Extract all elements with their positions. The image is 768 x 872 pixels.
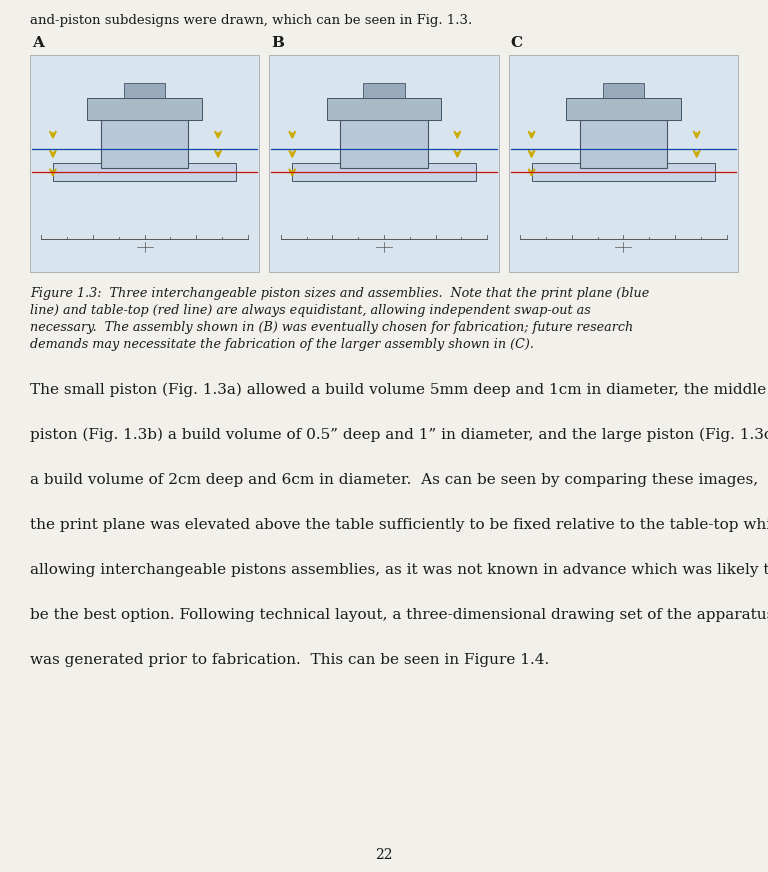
FancyBboxPatch shape	[508, 55, 738, 272]
Text: A: A	[32, 36, 44, 50]
FancyBboxPatch shape	[270, 55, 498, 272]
FancyBboxPatch shape	[293, 164, 475, 181]
Text: be the best option. Following technical layout, a three-dimensional drawing set : be the best option. Following technical …	[30, 608, 768, 622]
Text: B: B	[271, 36, 284, 50]
FancyBboxPatch shape	[566, 99, 680, 120]
Text: and-piston subdesigns were drawn, which can be seen in Fig. 1.3.: and-piston subdesigns were drawn, which …	[30, 14, 472, 27]
FancyBboxPatch shape	[580, 120, 667, 167]
Text: The small piston (Fig. 1.3a) allowed a build volume 5mm deep and 1cm in diameter: The small piston (Fig. 1.3a) allowed a b…	[30, 383, 766, 398]
Text: was generated prior to fabrication.  This can be seen in Figure 1.4.: was generated prior to fabrication. This…	[30, 653, 549, 667]
FancyBboxPatch shape	[53, 164, 237, 181]
Text: demands may necessitate the fabrication of the larger assembly shown in (C).: demands may necessitate the fabrication …	[30, 338, 534, 351]
FancyBboxPatch shape	[88, 99, 202, 120]
FancyBboxPatch shape	[30, 55, 260, 272]
FancyBboxPatch shape	[101, 120, 188, 167]
Text: line) and table-top (red line) are always equidistant, allowing independent swap: line) and table-top (red line) are alway…	[30, 304, 591, 317]
FancyBboxPatch shape	[340, 120, 428, 167]
FancyBboxPatch shape	[531, 164, 715, 181]
Text: allowing interchangeable pistons assemblies, as it was not known in advance whic: allowing interchangeable pistons assembl…	[30, 563, 768, 577]
Text: Figure 1.3:  Three interchangeable piston sizes and assemblies.  Note that the p: Figure 1.3: Three interchangeable piston…	[30, 287, 649, 300]
Text: piston (Fig. 1.3b) a build volume of 0.5” deep and 1” in diameter, and the large: piston (Fig. 1.3b) a build volume of 0.5…	[30, 428, 768, 442]
Text: necessary.  The assembly shown in (B) was eventually chosen for fabrication; fut: necessary. The assembly shown in (B) was…	[30, 321, 634, 334]
FancyBboxPatch shape	[326, 99, 442, 120]
Text: a build volume of 2cm deep and 6cm in diameter.  As can be seen by comparing the: a build volume of 2cm deep and 6cm in di…	[30, 473, 758, 487]
Text: 22: 22	[376, 848, 392, 862]
FancyBboxPatch shape	[603, 83, 644, 99]
Text: the print plane was elevated above the table sufficiently to be fixed relative t: the print plane was elevated above the t…	[30, 518, 768, 532]
FancyBboxPatch shape	[363, 83, 405, 99]
Text: C: C	[511, 36, 523, 50]
FancyBboxPatch shape	[124, 83, 165, 99]
